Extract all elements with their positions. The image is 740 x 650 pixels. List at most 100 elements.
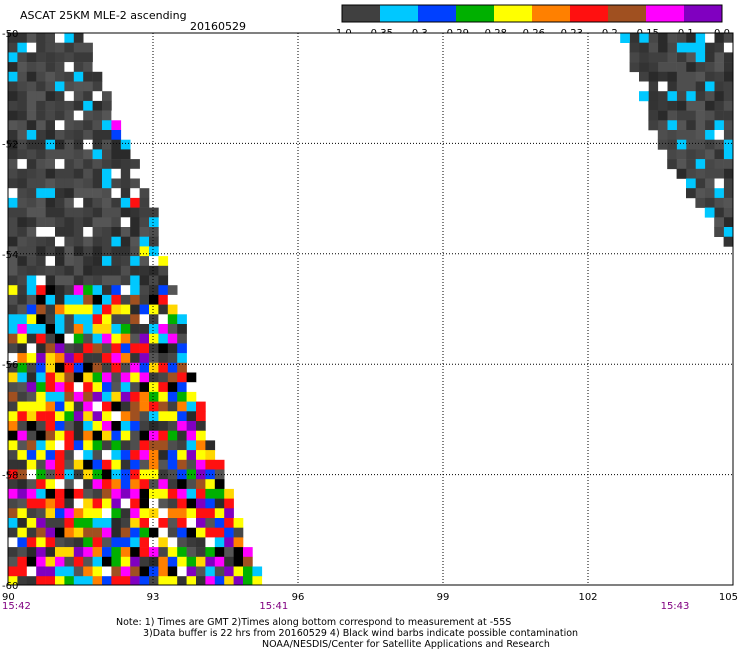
wind-cell <box>83 207 93 218</box>
note-line-2: 3)Data buffer is 22 hrs from 20160529 4)… <box>143 628 578 639</box>
wind-cell <box>92 120 103 131</box>
wind-cell <box>92 362 103 373</box>
wind-cell <box>83 42 93 53</box>
wind-cell <box>714 71 724 82</box>
wind-cell <box>695 100 706 111</box>
wind-cell <box>158 459 169 470</box>
wind-cell <box>167 430 178 441</box>
wind-cell <box>149 304 159 315</box>
wind-cell <box>676 71 687 82</box>
wind-cell <box>667 139 677 150</box>
wind-cell <box>17 353 28 364</box>
wind-cell <box>704 178 715 189</box>
wind-cell <box>8 100 18 111</box>
wind-cell <box>704 120 715 131</box>
wind-cell <box>8 71 18 82</box>
wind-cell <box>695 188 706 199</box>
wind-cell <box>158 372 169 383</box>
wind-cell <box>73 498 84 509</box>
wind-cell <box>17 362 28 373</box>
wind-cell <box>120 430 131 441</box>
wind-cell <box>723 227 734 237</box>
wind-cell <box>45 62 56 73</box>
wind-cell <box>55 314 65 325</box>
wind-cell <box>73 246 84 257</box>
wind-cell <box>723 110 734 121</box>
wind-cell <box>695 139 706 150</box>
wind-cell <box>686 110 696 121</box>
wind-cell <box>130 246 140 257</box>
wind-cell <box>120 256 131 267</box>
wind-cell <box>26 168 37 179</box>
wind-cell <box>55 566 65 577</box>
wind-cell <box>196 518 206 528</box>
wind-cell <box>8 188 18 199</box>
wind-cell <box>120 314 131 325</box>
wind-cell <box>224 498 234 509</box>
colorbar-segment <box>456 5 495 22</box>
wind-cell <box>92 421 103 431</box>
wind-cell <box>149 547 159 558</box>
wind-cell <box>73 294 84 305</box>
wind-cell <box>102 353 112 364</box>
wind-cell <box>111 256 122 267</box>
wind-cell <box>73 411 84 422</box>
wind-cell <box>130 168 140 179</box>
wind-cell <box>64 382 75 393</box>
wind-cell <box>45 81 56 92</box>
wind-cell <box>26 91 37 102</box>
wind-cell <box>704 42 715 53</box>
wind-cell <box>686 62 696 73</box>
wind-cell <box>139 382 150 393</box>
wind-cell <box>686 81 696 92</box>
wind-cell <box>186 479 197 490</box>
wind-cell <box>17 217 28 228</box>
wind-cell <box>8 159 18 170</box>
wind-cell <box>92 207 103 218</box>
wind-cell <box>629 33 640 43</box>
wind-cell <box>139 362 150 373</box>
wind-cell <box>55 498 65 509</box>
wind-cell <box>214 498 225 509</box>
wind-cell <box>17 227 28 237</box>
wind-cell <box>92 159 103 170</box>
wind-cell <box>8 566 18 577</box>
wind-cell <box>723 120 734 131</box>
wind-cell <box>55 33 65 43</box>
wind-cell <box>149 430 159 441</box>
wind-cell <box>26 527 37 538</box>
wind-cell <box>139 197 150 208</box>
wind-cell <box>723 33 734 43</box>
wind-cell <box>158 265 169 276</box>
wind-cell <box>8 401 18 412</box>
wind-cell <box>55 42 65 53</box>
wind-cell <box>648 110 659 121</box>
wind-cell <box>167 391 178 402</box>
wind-cell <box>102 547 112 558</box>
wind-cell <box>36 508 46 519</box>
pass-time-label: 15:43 <box>661 601 690 612</box>
wind-cell <box>186 411 197 422</box>
wind-cell <box>92 217 103 228</box>
wind-cell <box>64 100 75 111</box>
wind-cell <box>64 440 75 451</box>
latitude-ticks: -50 -52 -54 -56 -58 -60 <box>2 29 18 592</box>
wind-cell <box>36 139 46 150</box>
wind-cell <box>83 333 93 344</box>
wind-cell <box>26 33 37 43</box>
wind-cell <box>196 401 206 412</box>
wind-cell <box>196 421 206 431</box>
wind-cell <box>167 343 178 354</box>
wind-cell <box>36 401 46 412</box>
wind-cell <box>83 353 93 364</box>
wind-cell <box>26 275 37 286</box>
wind-cell <box>83 178 93 189</box>
wind-cell <box>36 178 46 189</box>
wind-cell <box>102 256 112 267</box>
wind-cell <box>26 188 37 199</box>
wind-cell <box>139 265 150 276</box>
wind-cell <box>102 91 112 102</box>
wind-cell <box>723 149 734 160</box>
wind-cell <box>17 566 28 577</box>
wind-cell <box>177 488 187 499</box>
